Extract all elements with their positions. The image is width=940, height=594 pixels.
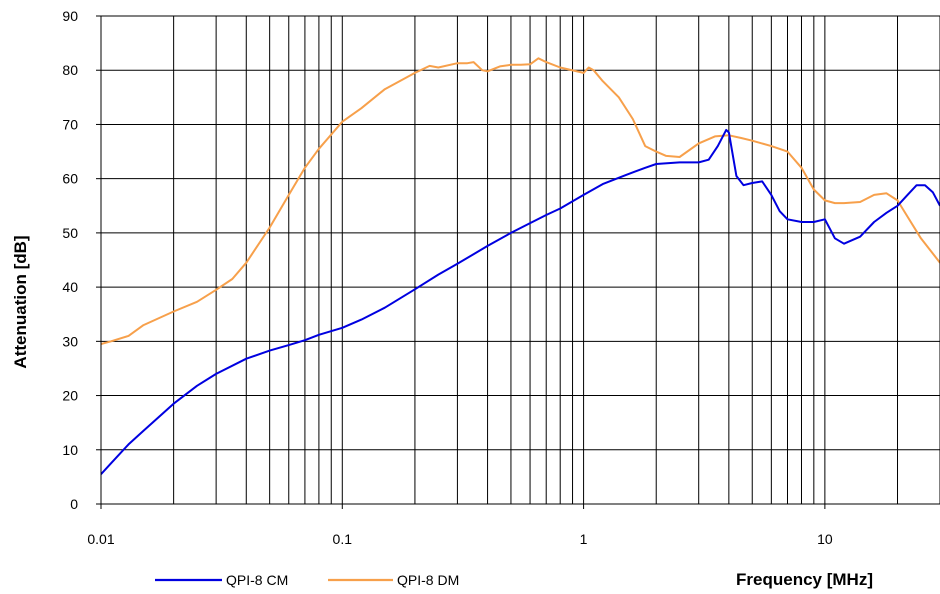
- y-tick-label: 30: [62, 333, 78, 349]
- y-tick-label: 70: [62, 116, 78, 132]
- y-tick-label: 10: [62, 442, 78, 458]
- y-tick-label: 90: [62, 8, 78, 24]
- y-tick-label: 50: [62, 225, 78, 241]
- y-axis-title: Attenuation [dB]: [11, 235, 30, 368]
- y-tick-label: 0: [70, 496, 78, 512]
- x-tick-label: 0.01: [87, 531, 114, 547]
- x-axis-title: Frequency [MHz]: [736, 570, 873, 589]
- legend: QPI-8 CM QPI-8 DM: [155, 572, 459, 588]
- x-tick-label: 1: [580, 531, 588, 547]
- x-tick-label: 10: [817, 531, 833, 547]
- y-tick-label: 80: [62, 62, 78, 78]
- x-tick-labels: 0.01 0.1 1 10: [87, 531, 832, 547]
- y-tick-labels: 0 10 20 30 40 50 60 70 80 90: [62, 8, 78, 512]
- plot-frame: [100, 15, 940, 505]
- x-tick-label: 0.1: [333, 531, 353, 547]
- series-layer: [101, 57, 940, 475]
- legend-label-qpi-8-dm: QPI-8 DM: [397, 572, 459, 588]
- y-tick-label: 60: [62, 171, 78, 187]
- y-tick-label: 20: [62, 388, 78, 404]
- legend-label-qpi-8-cm: QPI-8 CM: [226, 572, 288, 588]
- y-tick-label: 40: [62, 279, 78, 295]
- series-line-qpi-8-dm: [101, 57, 940, 345]
- series-line-qpi-8-cm: [101, 128, 940, 475]
- x-gridlines: [100, 16, 940, 509]
